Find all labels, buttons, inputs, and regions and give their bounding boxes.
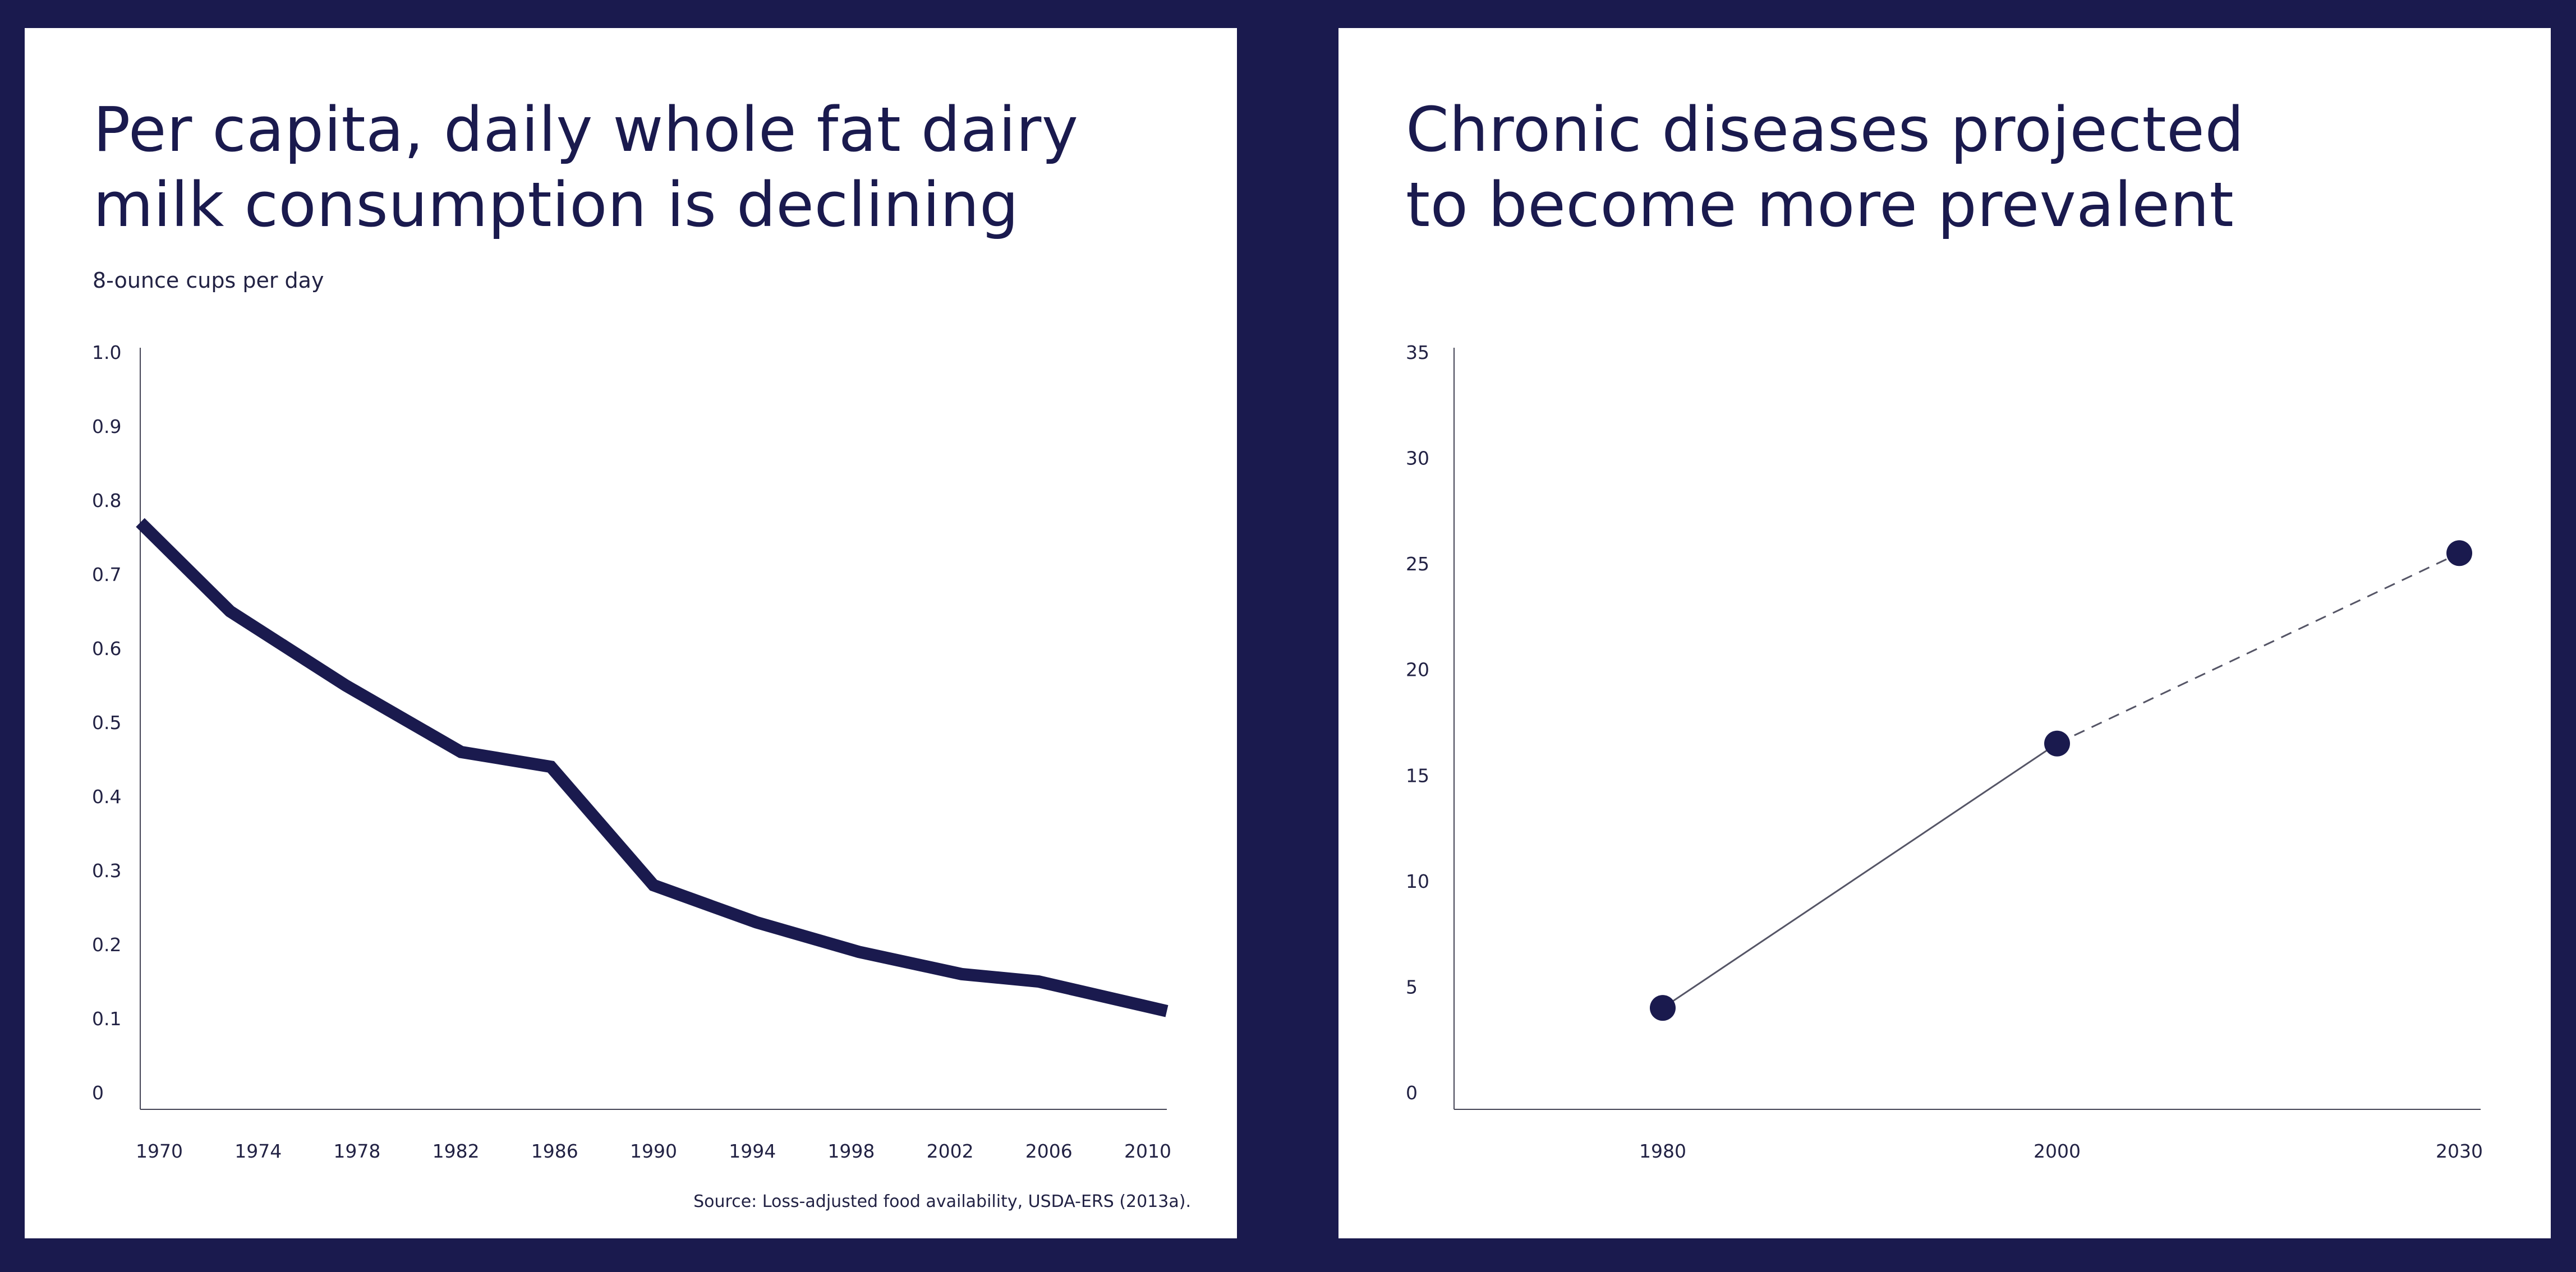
y-tick-label: 15 <box>1406 764 1429 786</box>
y-tick-label: 0.9 <box>92 416 121 437</box>
x-tick-label: 2030 <box>2436 1140 2483 1162</box>
projection-segment <box>2057 552 2460 745</box>
y-tick-label: 0 <box>1406 1082 1418 1104</box>
chart-panel-milk: Per capita, daily whole fat dairy milk c… <box>25 28 1237 1238</box>
y-tick-label: 35 <box>1406 342 1429 363</box>
y-tick-label: 25 <box>1406 553 1429 575</box>
y-tick-label: 0.5 <box>92 712 121 734</box>
x-tick-label: 1982 <box>433 1140 480 1162</box>
chart-title-line-2: milk consumption is declining <box>93 169 1019 241</box>
source-note: Source: Loss-adjusted food availability,… <box>693 1192 1191 1211</box>
x-tick-label: 1980 <box>1639 1140 1686 1162</box>
chart-title-line-1: Per capita, daily whole fat dairy <box>93 94 1079 165</box>
x-tick-label: 2000 <box>2034 1140 2081 1162</box>
chart-title-line-2: to become more prevalent <box>1406 169 2234 241</box>
y-tick-label: 0.2 <box>92 934 121 956</box>
y-tick-label: 0.8 <box>92 490 121 511</box>
x-tick-label: 1990 <box>630 1140 677 1162</box>
y-tick-label: 0.4 <box>92 786 121 808</box>
y-axis-label: 8-ounce cups per day <box>93 268 324 293</box>
y-tick-label: 10 <box>1406 870 1429 892</box>
milk-consumption-chart: 0 0.1 0.2 0.3 0.4 0.5 0.6 0.7 0.8 0.9 1.0 1970 1974 1… <box>92 342 1171 1162</box>
y-tick-label: 0.6 <box>92 638 121 660</box>
x-tick-label: 1986 <box>531 1140 578 1162</box>
y-tick-label: 20 <box>1406 659 1429 681</box>
y-tick-label: 5 <box>1406 976 1418 998</box>
series-line <box>136 518 1169 1017</box>
data-point <box>2044 730 2070 757</box>
data-point <box>2446 540 2472 566</box>
x-tick-label: 2006 <box>1025 1140 1073 1162</box>
chart-title: Per capita, daily whole fat dairy milk c… <box>93 92 1078 242</box>
y-tick-label: 0.1 <box>92 1008 121 1030</box>
x-tick-label: 1974 <box>234 1140 282 1162</box>
y-tick-label: 0.3 <box>92 860 121 882</box>
chart-title-line-1: Chronic diseases projected <box>1406 94 2244 165</box>
chronic-disease-chart: 0 5 10 15 20 25 30 35 1980 2000 2030 <box>1406 342 2483 1162</box>
x-tick-label: 2010 <box>1124 1140 1171 1162</box>
data-point <box>1650 995 1676 1021</box>
x-tick-label: 1998 <box>827 1140 875 1162</box>
chart-panel-chronic: Chronic diseases projected to become mor… <box>1338 28 2551 1238</box>
chart-title: Chronic diseases projected to become mor… <box>1406 92 2244 242</box>
x-tick-label: 1994 <box>729 1140 776 1162</box>
y-tick-label: 30 <box>1406 448 1429 469</box>
y-tick-label: 1.0 <box>92 342 121 363</box>
series-segment <box>1662 743 2058 1009</box>
x-tick-label: 1978 <box>333 1140 380 1162</box>
x-tick-label: 2002 <box>927 1140 974 1162</box>
x-tick-label: 1970 <box>136 1140 183 1162</box>
y-tick-label: 0.7 <box>92 564 121 586</box>
y-tick-label: 0 <box>92 1082 104 1104</box>
